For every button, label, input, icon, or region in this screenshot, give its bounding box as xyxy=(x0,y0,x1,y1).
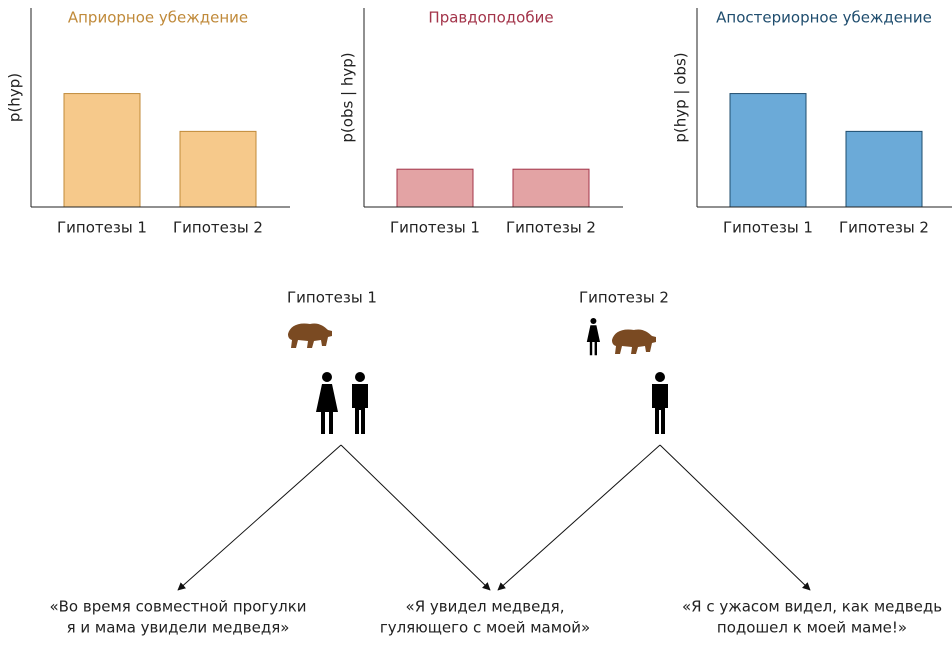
quote-line: подошел к моей маме!» xyxy=(717,619,907,637)
x-tick-label: Гипотезы 2 xyxy=(506,219,596,237)
bar xyxy=(397,169,473,207)
bar xyxy=(513,169,589,207)
woman-icon xyxy=(587,318,600,355)
arrow xyxy=(341,445,490,590)
y-axis-label: p(hyp | obs) xyxy=(672,52,690,142)
arrow xyxy=(660,445,810,590)
bar xyxy=(730,94,806,207)
quote-line: «Я с ужасом видел, как медведь xyxy=(682,598,942,616)
bar xyxy=(180,131,256,207)
hypothesis-label: Гипотезы 1 xyxy=(287,289,377,307)
chart-title: Правдоподобие xyxy=(428,9,553,27)
x-tick-label: Гипотезы 1 xyxy=(723,219,813,237)
arrows xyxy=(178,445,810,590)
quote-line: гуляющего с моей мамой» xyxy=(380,619,590,637)
bear-icon xyxy=(288,323,332,348)
page: Априорное убеждение p(hyp) Гипотезы 1 Гипот… xyxy=(0,0,952,643)
chart-title: Апостериорное убеждение xyxy=(716,9,932,27)
y-axis-label: p(obs | hyp) xyxy=(339,52,357,142)
woman-icon xyxy=(316,372,338,434)
arrow xyxy=(178,445,341,590)
x-tick-label: Гипотезы 1 xyxy=(57,219,147,237)
man-icon xyxy=(352,372,368,434)
bar xyxy=(846,131,922,207)
hyp1-icons xyxy=(288,323,368,434)
y-axis-label: p(hyp) xyxy=(6,73,24,122)
x-tick-label: Гипотезы 1 xyxy=(390,219,480,237)
bar xyxy=(64,94,140,207)
x-tick-label: Гипотезы 2 xyxy=(839,219,929,237)
arrow xyxy=(498,445,660,590)
x-tick-label: Гипотезы 2 xyxy=(173,219,263,237)
man-icon xyxy=(652,372,668,434)
quote-line: «Я увидел медведя, xyxy=(406,598,565,616)
quote-line: я и мама увидели медведя» xyxy=(67,619,290,637)
quote-line: «Во время совместной прогулки xyxy=(49,598,306,616)
hypothesis-label: Гипотезы 2 xyxy=(579,289,669,307)
bear-icon xyxy=(612,329,656,354)
hyp2-icons xyxy=(587,318,668,434)
chart-title: Априорное убеждение xyxy=(68,9,248,27)
